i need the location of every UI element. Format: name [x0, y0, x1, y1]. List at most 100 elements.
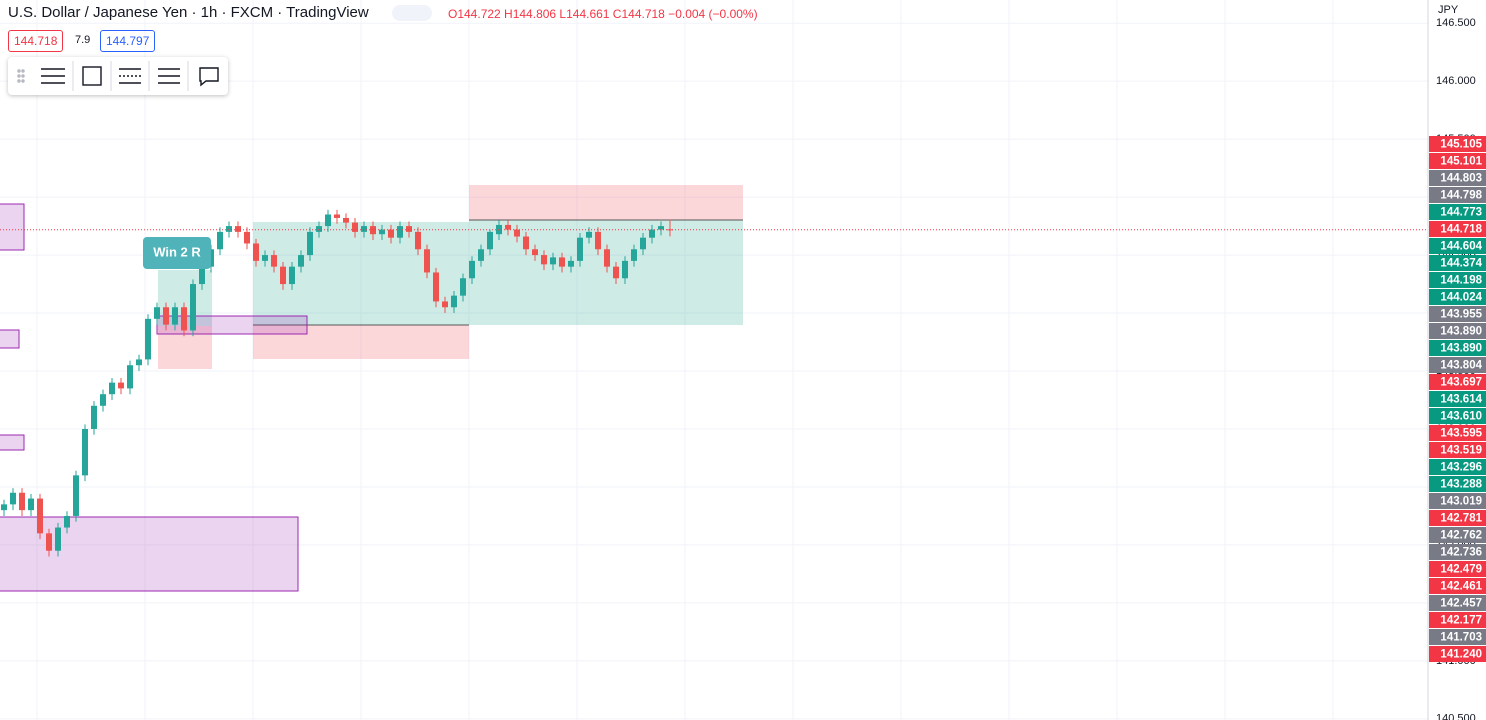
- candle-body: [559, 257, 565, 267]
- spread: 7.9: [75, 34, 91, 46]
- price-label-bg: [1429, 578, 1486, 594]
- header-icons: [392, 5, 432, 21]
- price-label-bg: [1429, 442, 1486, 458]
- candle-body: [595, 231, 601, 250]
- price-label: 142.762: [1440, 530, 1482, 542]
- stop-zone: [158, 326, 212, 369]
- annotation: Win 2 R: [153, 244, 201, 259]
- price-label: 144.798: [1440, 190, 1482, 202]
- drawing-toolbar: [8, 57, 228, 95]
- price-label-bg: [1429, 544, 1486, 560]
- candle-body: [289, 266, 295, 285]
- ohlc: O144.722 H144.806 L144.661 C144.718 −0.0…: [448, 7, 758, 21]
- price-label-bg: [1429, 561, 1486, 577]
- price-label-bg: [1429, 357, 1486, 373]
- candle-body: [244, 231, 250, 244]
- candle-body: [217, 231, 223, 250]
- price-label: 144.773: [1440, 207, 1482, 219]
- axis-unit[interactable]: JPY: [1438, 4, 1459, 16]
- candle-body: [505, 224, 511, 230]
- candle-body: [298, 255, 304, 267]
- price-label: 141.240: [1440, 649, 1482, 661]
- candle-body: [181, 307, 187, 331]
- price-label-bg: [1429, 425, 1486, 441]
- price-label-bg: [1429, 493, 1486, 509]
- price-label: 144.198: [1440, 275, 1482, 287]
- candle-body: [172, 307, 178, 325]
- price-label-bg: [1429, 323, 1486, 339]
- candle-body: [631, 249, 637, 261]
- candle-body: [307, 231, 313, 256]
- price-label: 143.697: [1440, 377, 1482, 389]
- stop-zone: [253, 325, 469, 359]
- price-label-bg: [1429, 170, 1486, 186]
- candle-body: [406, 226, 412, 232]
- candle-body: [325, 214, 331, 227]
- candle-body: [235, 226, 241, 232]
- price-label: 143.019: [1440, 496, 1482, 508]
- price-label-bg: [1429, 289, 1486, 305]
- candle-body: [316, 226, 322, 232]
- candle-body: [514, 229, 520, 237]
- zone: [0, 329, 20, 349]
- price-label: 143.288: [1440, 479, 1482, 491]
- candle-body: [523, 236, 529, 250]
- target-zone: [469, 220, 743, 325]
- price-label: 143.890: [1440, 326, 1482, 338]
- candle-body: [388, 229, 394, 238]
- tool[interactable]: [41, 68, 65, 84]
- candle-body: [253, 243, 259, 261]
- price-label: 142.479: [1440, 564, 1482, 576]
- candle-body: [334, 214, 340, 218]
- candle-body: [586, 231, 592, 238]
- y-tick-label: 144.500: [1436, 249, 1476, 261]
- win-label: Win 2 R: [143, 237, 211, 269]
- price-label-bg: [1429, 238, 1486, 254]
- symbol-title[interactable]: U.S. Dollar / Japanese Yen · 1h · FXCM ·…: [8, 4, 369, 21]
- candle-body: [451, 295, 457, 308]
- price-label: 143.296: [1440, 462, 1482, 474]
- candle-body: [541, 255, 547, 265]
- candle-body: [127, 365, 133, 389]
- candle-body: [460, 278, 466, 296]
- price-label: 144.374: [1440, 258, 1482, 270]
- tool[interactable]: [119, 68, 141, 84]
- tool[interactable]: [199, 67, 219, 87]
- ask-badge[interactable]: 144.797: [100, 30, 156, 52]
- price-label: 144.803: [1440, 173, 1482, 185]
- price-label: 144.604: [1440, 241, 1482, 253]
- zone: [156, 315, 308, 335]
- price-label-bg: [1429, 255, 1486, 271]
- candle-body: [424, 249, 430, 273]
- price-label-bg: [1429, 272, 1486, 288]
- price-label-bg: [1429, 153, 1486, 169]
- candle-body: [145, 318, 151, 360]
- candle-body: [226, 226, 232, 232]
- price-label: 145.101: [1440, 156, 1482, 168]
- tool[interactable]: [82, 66, 102, 86]
- candle-body: [64, 515, 70, 528]
- price-label: 143.614: [1440, 394, 1482, 406]
- zone: [0, 516, 299, 592]
- price-label: 144.024: [1440, 292, 1482, 304]
- price-label: 142.781: [1440, 513, 1482, 525]
- tool[interactable]: [158, 68, 180, 84]
- candle-body: [577, 237, 583, 261]
- candle-body: [469, 260, 475, 279]
- price-label-bg: [1429, 340, 1486, 356]
- candle-body: [262, 255, 268, 261]
- bid-badge[interactable]: 144.718: [8, 30, 64, 52]
- price-label: 141.703: [1440, 632, 1482, 644]
- candle-body: [28, 498, 34, 511]
- candle-body: [604, 249, 610, 267]
- candle-body: [280, 266, 286, 285]
- candle-body: [136, 359, 142, 366]
- candle-body: [19, 492, 25, 511]
- price-label-bg: [1429, 459, 1486, 475]
- candle-body: [163, 307, 169, 325]
- candle-body: [154, 307, 160, 319]
- candle-body: [415, 231, 421, 250]
- price-label: 145.105: [1440, 139, 1482, 151]
- candle-body: [91, 405, 97, 429]
